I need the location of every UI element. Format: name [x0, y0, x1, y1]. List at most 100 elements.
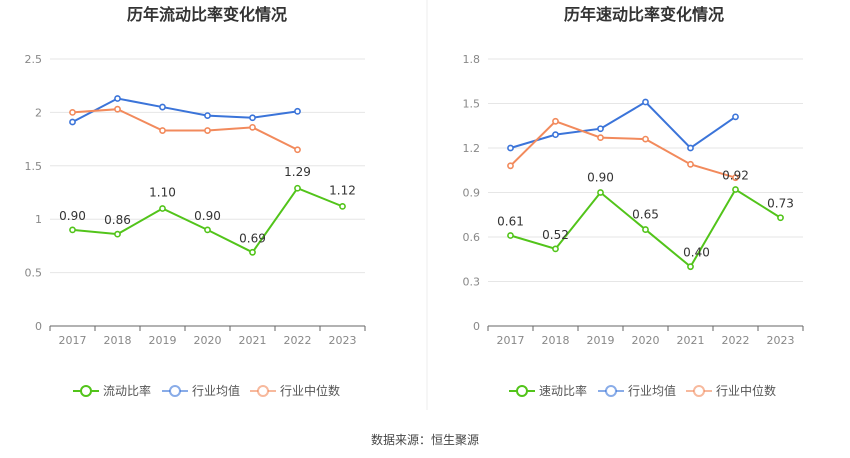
data-point: [732, 174, 739, 182]
legend-marker-icon: [169, 385, 181, 397]
data-point: [69, 109, 76, 116]
series-industry-median: [69, 105, 301, 154]
data-point: [552, 245, 559, 253]
x-tick-label: 2020: [632, 334, 660, 347]
legend-label: 速动比率: [539, 383, 587, 398]
data-label: 0.90: [59, 209, 86, 223]
data-point: [552, 117, 559, 125]
data-point: [114, 230, 121, 238]
x-tick-label: 2023: [329, 334, 357, 347]
series-line: [72, 108, 298, 151]
series-industry-mean: [507, 98, 739, 152]
data-point: [249, 123, 256, 131]
series-line: [510, 100, 737, 150]
legend-label: 行业中位数: [716, 383, 776, 398]
x-tick-label: 2019: [587, 334, 615, 347]
data-label: 0.65: [632, 208, 659, 222]
y-tick-label: 1.5: [463, 98, 481, 111]
legend-item[interactable]: 行业均值: [598, 383, 676, 398]
data-point: [69, 118, 76, 126]
data-point: [642, 226, 649, 233]
y-tick-label: 0.6: [463, 231, 481, 244]
data-point: [687, 144, 694, 152]
data-point: [642, 98, 649, 106]
y-tick-label: 1.2: [463, 142, 481, 155]
legend-item[interactable]: 速动比率: [509, 383, 587, 398]
data-point: [294, 146, 301, 154]
x-tick-label: 2018: [542, 334, 570, 347]
legend-marker-icon: [257, 385, 269, 397]
data-label: 0.86: [104, 213, 131, 227]
y-tick-label: 1.5: [25, 160, 43, 173]
data-point: [507, 162, 514, 170]
data-point: [732, 186, 739, 193]
legend-item[interactable]: 行业中位数: [686, 383, 776, 398]
data-point: [114, 95, 121, 102]
data-point: [114, 105, 121, 113]
x-tick-label: 2022: [284, 334, 312, 347]
data-label: 0.73: [767, 197, 794, 211]
x-tick-label: 2021: [677, 334, 705, 347]
y-tick-label: 1.8: [463, 53, 481, 66]
data-label: 1.12: [329, 183, 356, 197]
data-label: 0.69: [239, 231, 266, 245]
data-point: [339, 202, 346, 210]
data-point: [642, 135, 649, 143]
legend-item[interactable]: 行业均值: [162, 383, 240, 398]
chart-1: 历年流动比率变化情况 0 0.5 1 1.5 2 2.5 2017 2018 2019 2020 20…: [25, 5, 366, 398]
series-main: 0.61 0.52 0.90 0.65 0.40 0.92 0.73: [497, 169, 794, 271]
series-industry-median: [507, 117, 739, 182]
data-label: 1.29: [284, 165, 311, 179]
data-label: 0.40: [683, 246, 710, 260]
data-point: [687, 263, 694, 271]
x-tick-label: 2017: [497, 334, 525, 347]
y-tick-label: 0: [473, 320, 480, 333]
legend-marker-icon: [80, 385, 92, 397]
y-tick-label: 2.5: [25, 53, 43, 66]
data-point: [249, 248, 256, 256]
data-label: 0.90: [587, 171, 614, 185]
data-point: [507, 144, 514, 152]
data-point: [204, 112, 211, 120]
legend-item[interactable]: 行业中位数: [250, 383, 340, 398]
y-tick-label: 0.9: [463, 187, 481, 200]
legend-item[interactable]: 流动比率: [73, 383, 151, 398]
data-label: 0.90: [194, 209, 221, 223]
legend-label: 行业均值: [628, 383, 676, 398]
chart-title: 历年流动比率变化情况: [127, 5, 287, 24]
data-point: [159, 127, 166, 134]
legend-label: 行业均值: [192, 383, 240, 398]
x-tick-label: 2021: [239, 334, 267, 347]
data-point: [687, 160, 694, 168]
y-tick-label: 0.3: [463, 276, 481, 289]
data-point: [249, 114, 256, 122]
series-industry-mean: [69, 95, 301, 126]
y-tick-label: 0.5: [25, 267, 43, 280]
x-tick-label: 2019: [149, 334, 177, 347]
legend-label: 流动比率: [103, 383, 151, 398]
data-point: [507, 232, 514, 239]
chart-2: 历年速动比率变化情况 0 0.3 0.6 0.9 1.2 1.5 1.8 2017 2018 201…: [463, 5, 804, 398]
data-point: [69, 226, 76, 234]
data-point: [294, 107, 301, 115]
chart-title: 历年速动比率变化情况: [564, 5, 724, 24]
legend-marker-icon: [693, 385, 705, 397]
data-point: [159, 205, 166, 212]
x-tick-label: 2023: [767, 334, 795, 347]
series-line: [72, 97, 298, 123]
data-point: [204, 226, 211, 234]
data-label: 1.10: [149, 186, 176, 200]
data-point: [597, 125, 604, 133]
series-line: [509, 120, 736, 179]
data-point: [732, 113, 739, 121]
data-point: [204, 127, 211, 134]
y-tick-label: 1: [35, 213, 42, 226]
legend-marker-icon: [516, 385, 528, 397]
data-point: [597, 189, 604, 196]
data-label: 0.92: [722, 169, 749, 183]
x-tick-label: 2020: [194, 334, 222, 347]
series-main: 0.90 0.86 1.10 0.90 0.69 1.29 1.12: [59, 165, 356, 256]
data-point: [159, 103, 166, 111]
data-point: [552, 131, 559, 139]
